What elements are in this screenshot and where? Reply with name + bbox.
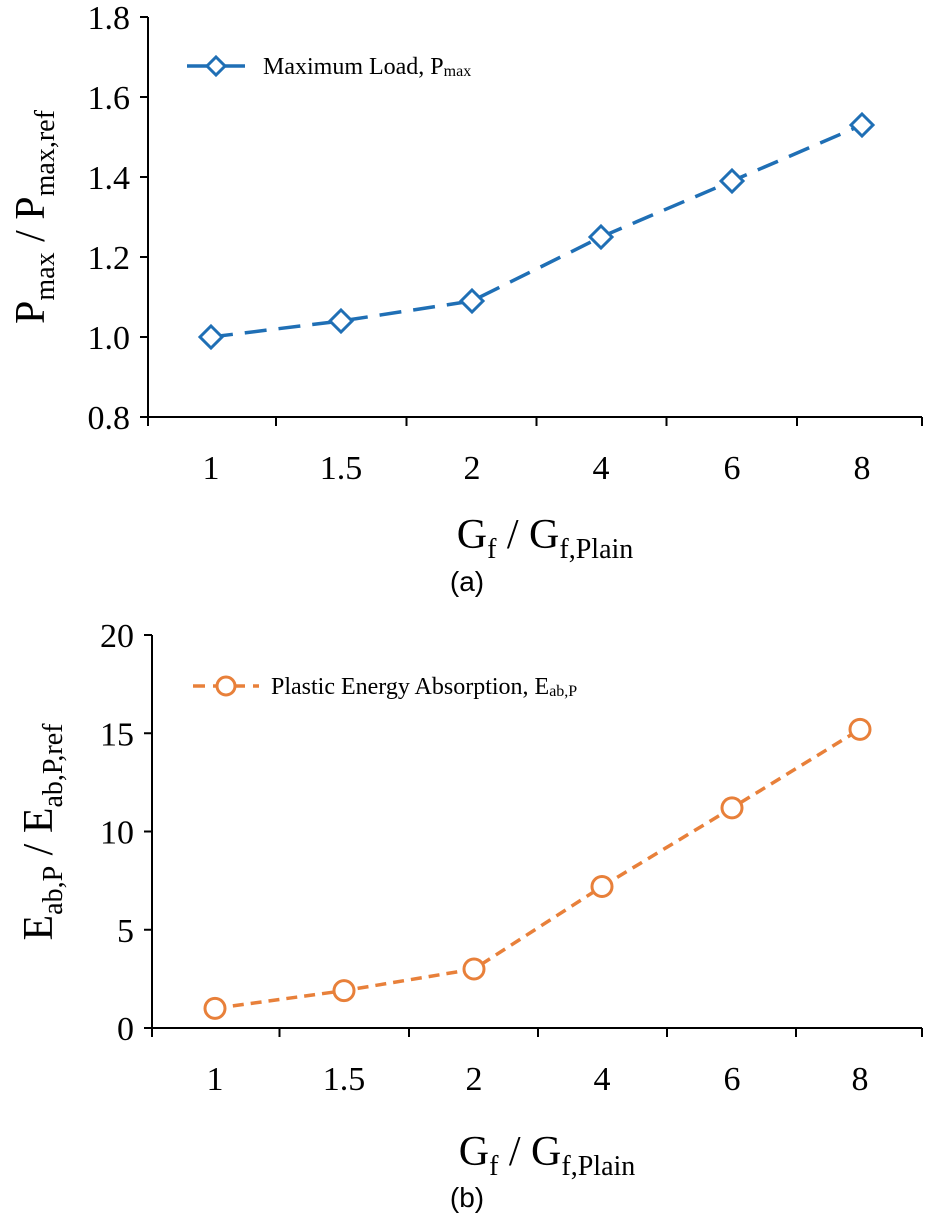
data-point	[587, 223, 615, 251]
legend-label: Plastic Energy Absorption, Eab,P	[271, 674, 577, 700]
y-tick-label: 5	[117, 913, 134, 950]
chart-panel-a: 0.8 1.0 1.2 1.4 1.6 1.8 1 1.5 2 4 6 8 Maximum Load, …	[8, 0, 923, 597]
x-tick-label: 6	[724, 450, 741, 487]
y-tick-label: 0	[117, 1011, 134, 1048]
data-point	[848, 717, 872, 741]
x-tick-label: 2	[464, 450, 481, 487]
data-point	[848, 111, 876, 139]
x-tick-label: 1	[207, 1061, 224, 1098]
data-point	[462, 957, 486, 981]
x-axis-label: Gf / Gf,Plain	[457, 512, 634, 565]
y-tick-label: 1.2	[88, 240, 131, 277]
x-tick-label: 1.5	[323, 1061, 366, 1098]
series-line	[210, 123, 863, 339]
x-tick-label: 2	[466, 1061, 483, 1098]
x-tick-label: 4	[593, 450, 610, 487]
y-tick-label: 10	[100, 815, 134, 852]
y-tick-label: 1.0	[88, 320, 131, 357]
data-point	[197, 323, 225, 351]
data-point	[332, 979, 356, 1003]
y-axis-label: Eab,P / Eab,P,ref	[16, 723, 69, 941]
data-point	[720, 796, 744, 820]
y-tick-label: 1.8	[88, 0, 131, 37]
legend-marker	[204, 54, 228, 78]
x-axis-label: Gf / Gf,Plain	[459, 1129, 636, 1182]
y-tick-label: 1.6	[88, 80, 131, 117]
data-point	[327, 307, 355, 335]
y-tick-label: 15	[100, 716, 134, 753]
x-tick-label: 4	[594, 1061, 611, 1098]
series-line	[214, 727, 861, 1011]
data-point	[458, 287, 486, 315]
x-tick-label: 8	[852, 1061, 869, 1098]
panel-label: (b)	[450, 1182, 484, 1213]
y-tick-label: 0.8	[88, 400, 131, 437]
data-point	[718, 167, 746, 195]
x-tick-label: 6	[724, 1061, 741, 1098]
y-axis-label: Pmax / Pmax,ref	[8, 109, 61, 324]
y-tick-label: 20	[100, 618, 134, 655]
x-tick-label: 8	[854, 450, 871, 487]
data-point	[203, 996, 227, 1020]
legend-marker	[215, 675, 237, 697]
x-tick-label: 1	[203, 450, 220, 487]
data-point	[590, 875, 614, 899]
legend-label: Maximum Load, Pmax	[263, 54, 471, 80]
panel-label: (a)	[450, 566, 484, 597]
legend: Maximum Load, Pmax	[187, 54, 471, 80]
legend: Plastic Energy Absorption, Eab,P	[193, 674, 577, 700]
y-tick-label: 1.4	[88, 160, 131, 197]
chart-panel-b: 0 5 10 15 20 1 1.5 2 4 6 8 Plastic Energy Absorptio…	[16, 618, 923, 1213]
x-tick-label: 1.5	[320, 450, 363, 487]
